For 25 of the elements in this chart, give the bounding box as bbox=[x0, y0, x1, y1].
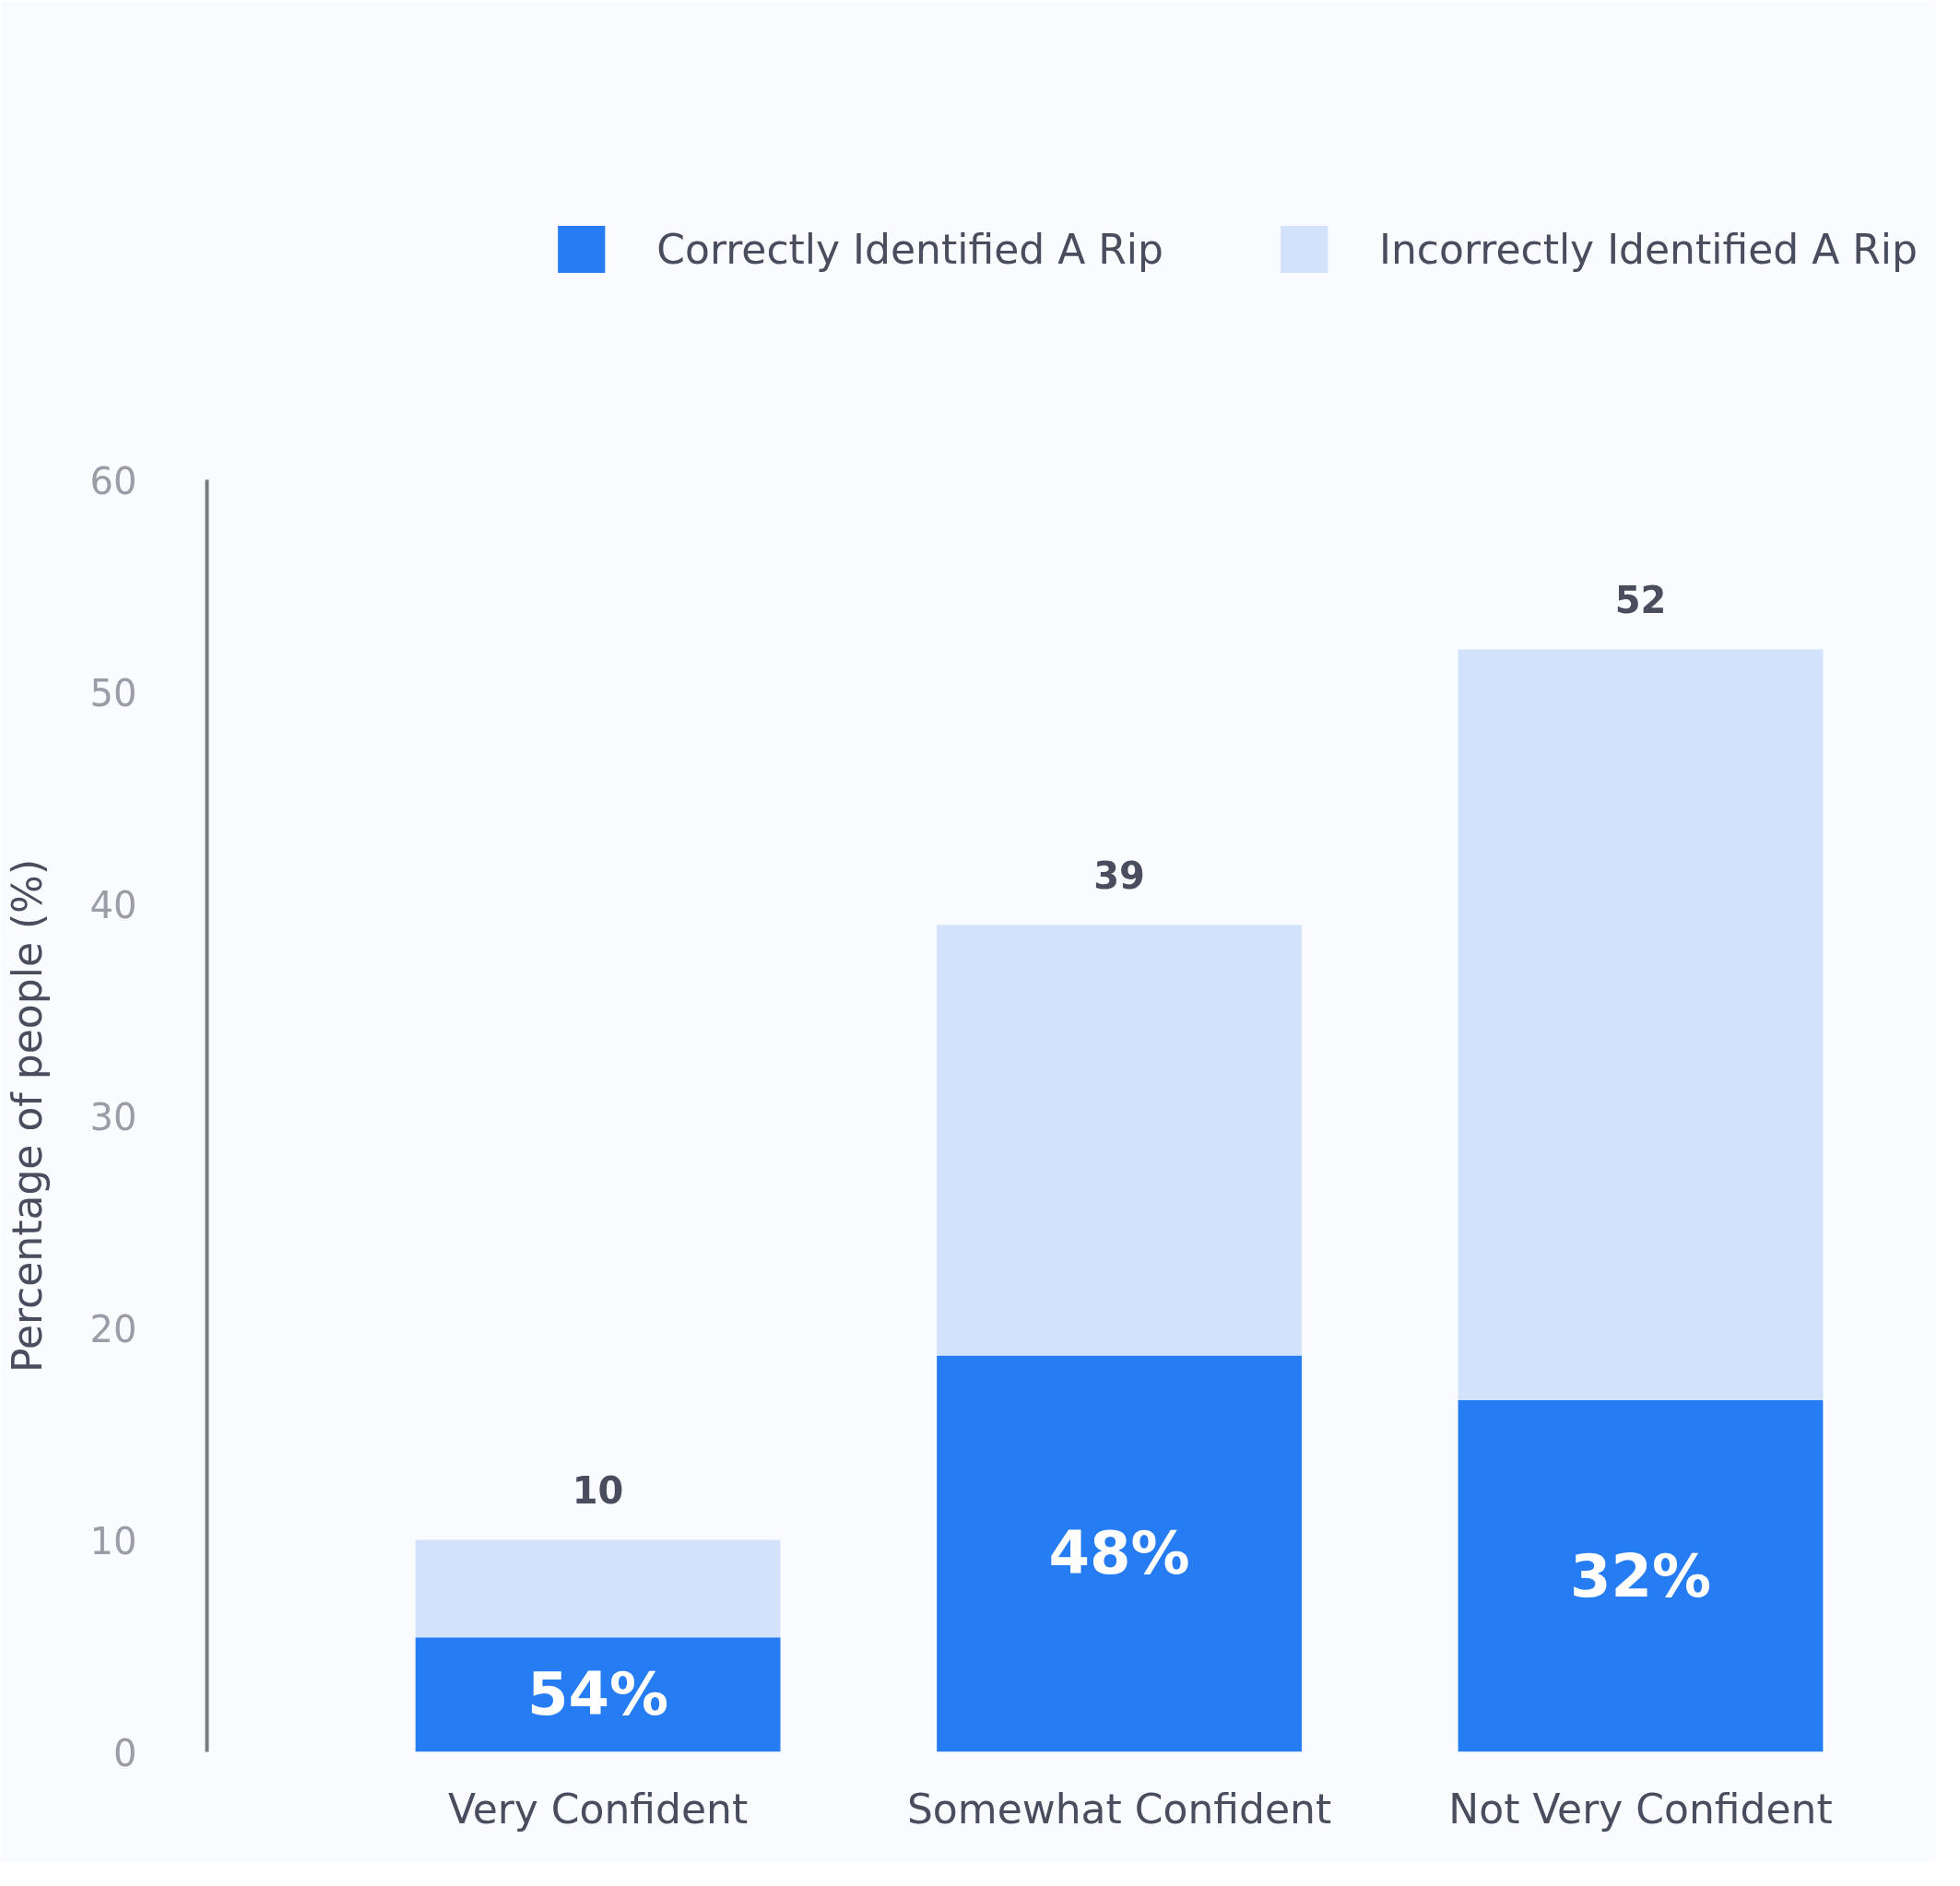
bar bbox=[1458, 649, 1824, 1400]
bar bbox=[415, 1637, 781, 1752]
total-label: 10 bbox=[572, 1468, 624, 1512]
x-tick-label: Somewhat Confident bbox=[906, 1785, 1332, 1833]
annotation: 32% bbox=[1569, 1541, 1712, 1610]
y-tick-label: 50 bbox=[89, 671, 137, 714]
bar bbox=[937, 1355, 1302, 1752]
bar bbox=[1458, 1399, 1824, 1752]
total-label: 39 bbox=[1093, 854, 1145, 897]
bar bbox=[937, 925, 1302, 1356]
y-tick-label: 40 bbox=[89, 883, 137, 926]
x-tick-label: Very Confident bbox=[447, 1785, 749, 1833]
bar bbox=[415, 1539, 781, 1638]
legend-label: Incorrectly Identified A Rip bbox=[1378, 225, 1918, 273]
y-tick-label: 0 bbox=[113, 1731, 137, 1774]
annotation: 54% bbox=[527, 1660, 669, 1729]
y-tick-label: 20 bbox=[89, 1307, 137, 1350]
y-tick-label: 60 bbox=[89, 459, 137, 502]
legend-label: Correctly Identified A Rip bbox=[656, 225, 1163, 273]
x-tick-label: Not Very Confident bbox=[1448, 1785, 1833, 1833]
annotation: 48% bbox=[1048, 1519, 1190, 1588]
y-tick-label: 30 bbox=[89, 1095, 137, 1138]
y-tick-label: 10 bbox=[89, 1519, 137, 1562]
total-label: 52 bbox=[1614, 578, 1667, 621]
y-axis-title: Percentage of people (%) bbox=[3, 858, 51, 1373]
